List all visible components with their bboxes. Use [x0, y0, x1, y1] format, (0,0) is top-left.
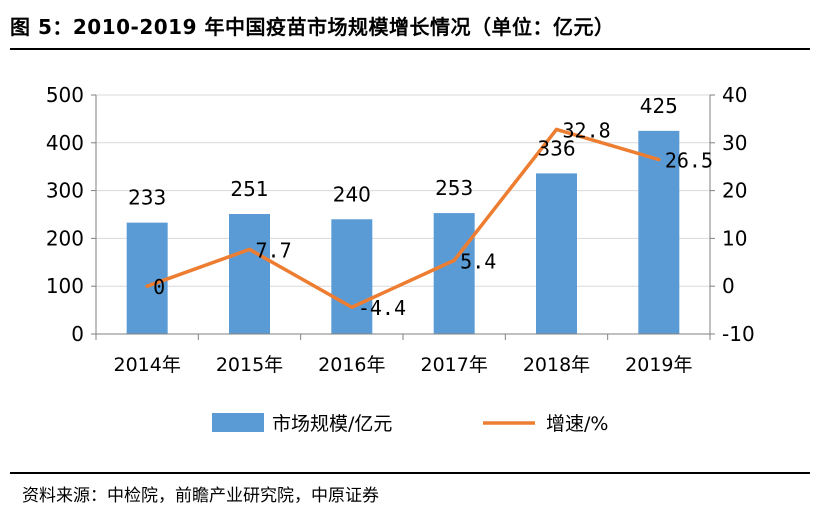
bar-value-label: 425	[640, 94, 678, 118]
bar-value-label: 253	[435, 176, 473, 200]
x-tick-label: 2018年	[523, 354, 590, 376]
legend-line-label: 增速/%	[546, 413, 608, 435]
right-tick-label: 40	[722, 83, 747, 107]
bar-1	[229, 214, 270, 334]
bar-series	[126, 130, 680, 334]
line-value-label: 0	[153, 275, 165, 299]
right-tick-label: 0	[722, 274, 735, 298]
bar-4	[536, 173, 577, 334]
right-tick-label: 10	[722, 226, 747, 250]
line-point-5	[657, 158, 661, 162]
source-note: 资料来源：中检院，前瞻产业研究院，中原证券	[22, 486, 379, 506]
left-tick-label: 100	[46, 274, 84, 298]
x-tick-label: 2016年	[318, 354, 385, 376]
legend: 市场规模/亿元 增速/%	[212, 413, 608, 435]
left-tick-label: 400	[46, 131, 84, 155]
right-tick-label: 20	[722, 179, 747, 203]
bar-value-label: 336	[537, 136, 575, 160]
line-point-0	[145, 284, 149, 288]
bar-0	[126, 222, 168, 334]
x-tick-label: 2019年	[625, 354, 692, 376]
gridlines	[96, 94, 710, 287]
chart: 0 100 200 300 400 500 -10 0 10 20 30 40 2014年 2015年 20…	[46, 83, 755, 435]
x-tick-label: 2015年	[216, 354, 283, 376]
line-value-label: 5.4	[460, 249, 496, 273]
left-tick-label: 300	[46, 179, 84, 203]
line-value-label: 32.8	[563, 118, 611, 142]
line-point-2	[350, 305, 354, 309]
line-point-3	[452, 258, 456, 262]
left-tick-label: 200	[46, 226, 84, 250]
bar-value-label: 240	[333, 182, 371, 206]
bar-value-label: 251	[230, 177, 268, 201]
source-divider	[10, 472, 810, 474]
left-tick-label: 500	[46, 83, 84, 107]
x-tick-label: 2017年	[420, 354, 487, 376]
legend-bar-swatch	[212, 413, 264, 432]
bar-2	[331, 219, 373, 334]
axes: 0 100 200 300 400 500 -10 0 10 20 30 40 2014年 2015年 20…	[46, 83, 755, 376]
bar-5	[638, 130, 680, 334]
right-tick-label: -10	[722, 322, 755, 346]
left-tick-label: 0	[71, 322, 84, 346]
line-point-4	[555, 127, 558, 131]
line-series	[145, 127, 661, 309]
legend-bar-label: 市场规模/亿元	[272, 413, 392, 435]
line-value-label: -4.4	[358, 296, 406, 320]
bar-3	[433, 213, 475, 334]
growth-line	[145, 127, 661, 309]
line-value-label: 7.7	[256, 238, 292, 262]
figure-title: 图 5：2010-2019 年中国疫苗市场规模增长情况（单位：亿元）	[10, 15, 615, 39]
data-labels: 233 251 240 253 336 425 0 7.7 -4.4 5.4 32.8 26.5	[128, 94, 713, 320]
right-tick-label: 30	[722, 131, 747, 155]
title-divider	[10, 48, 810, 50]
line-point-1	[248, 247, 251, 251]
x-tick-label: 2014年	[113, 354, 180, 376]
line-value-label: 26.5	[665, 149, 713, 173]
bar-value-label: 233	[128, 186, 166, 210]
